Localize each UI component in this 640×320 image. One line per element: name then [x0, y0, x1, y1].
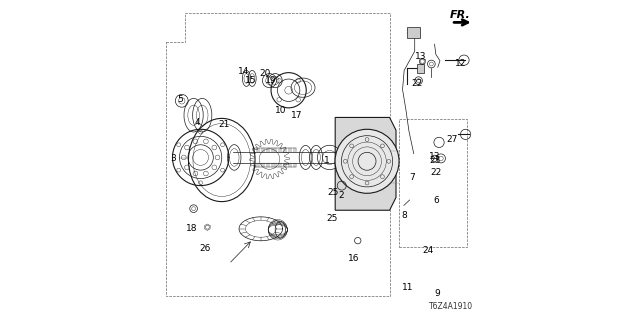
- Text: 8: 8: [401, 212, 406, 220]
- Text: 25: 25: [328, 188, 339, 197]
- Text: 26: 26: [199, 244, 211, 253]
- Text: 20: 20: [259, 69, 271, 78]
- FancyBboxPatch shape: [417, 64, 424, 73]
- Text: 22: 22: [430, 168, 442, 177]
- Text: 10: 10: [275, 106, 286, 115]
- Circle shape: [335, 129, 399, 193]
- Text: 22: 22: [412, 79, 422, 88]
- Polygon shape: [335, 117, 396, 210]
- Text: 24: 24: [422, 246, 434, 255]
- FancyBboxPatch shape: [408, 27, 420, 38]
- Text: 14: 14: [238, 67, 250, 76]
- Text: 1: 1: [324, 156, 329, 164]
- Text: 4: 4: [195, 118, 200, 127]
- Text: 5: 5: [177, 95, 182, 104]
- Text: 18: 18: [186, 224, 198, 233]
- Text: 2: 2: [339, 191, 344, 200]
- Text: FR.: FR.: [450, 10, 470, 20]
- Text: 6: 6: [433, 196, 438, 204]
- Text: 25: 25: [326, 214, 338, 223]
- Text: 7: 7: [410, 173, 415, 182]
- Text: 3: 3: [171, 154, 176, 163]
- Text: T6Z4A1910: T6Z4A1910: [429, 302, 473, 311]
- Text: 9: 9: [435, 289, 440, 298]
- Text: 16: 16: [348, 254, 359, 263]
- Text: 21: 21: [218, 120, 230, 129]
- Text: 27: 27: [446, 135, 458, 144]
- Text: 23: 23: [429, 156, 441, 165]
- Text: 17: 17: [291, 111, 303, 120]
- Text: 19: 19: [266, 76, 276, 85]
- Text: 13: 13: [415, 52, 426, 60]
- Text: 13: 13: [429, 152, 440, 161]
- Text: 15: 15: [244, 76, 256, 85]
- Text: 11: 11: [402, 284, 413, 292]
- Text: 12: 12: [455, 59, 467, 68]
